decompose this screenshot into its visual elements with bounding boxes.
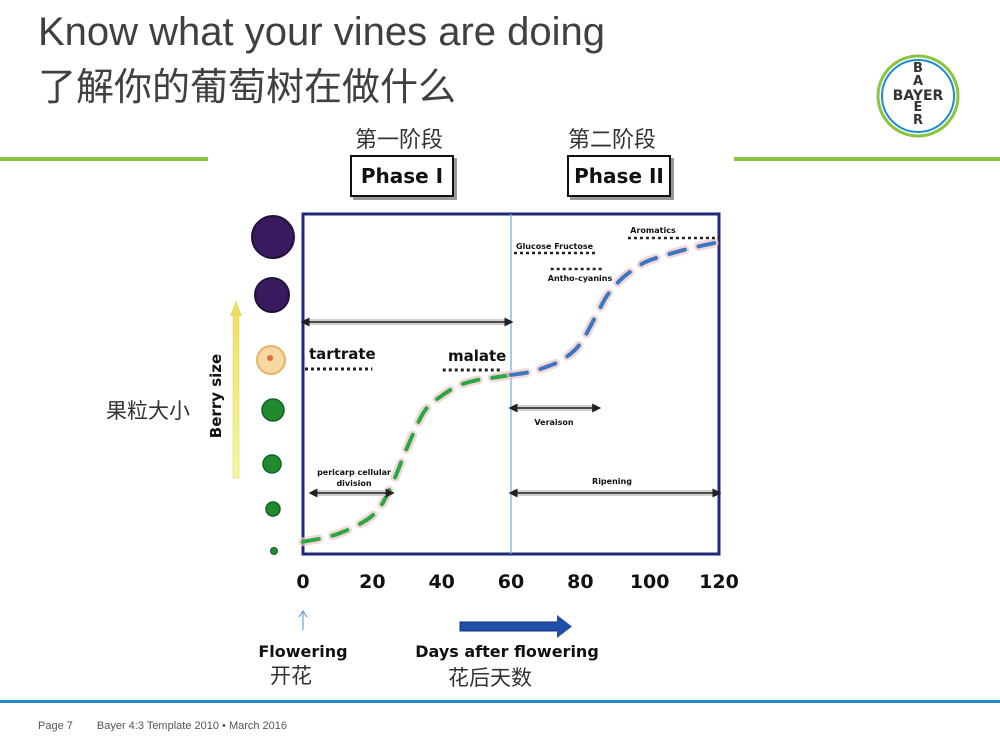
phase-2-box: Phase II [567, 155, 671, 197]
berry-green-medium [262, 454, 282, 474]
ripening-label: Ripening [592, 477, 632, 486]
phase-2-label: Phase II [574, 164, 664, 188]
anthocyanins-label: Antho-cyanins [548, 274, 613, 283]
pericarp-label-line1: pericarp cellular [317, 468, 391, 477]
flowering-label: Flowering [258, 642, 347, 661]
phase-1-label: Phase I [360, 164, 444, 188]
page-title-chinese: 了解你的葡萄树在做什么 [38, 65, 457, 109]
logo-letter-b: B [913, 61, 923, 76]
phase-1-growth-curve [301, 372, 513, 544]
accent-line-left [0, 157, 208, 161]
tartrate-label: tartrate [309, 345, 376, 363]
x-tick-label-120: 120 [699, 571, 739, 593]
logo-letter-r: R [913, 113, 923, 128]
x-axis-arrow-body [459, 621, 559, 632]
berry-green-large [261, 398, 285, 422]
x-tick-label-80: 80 [567, 571, 593, 593]
accent-line-right [734, 157, 1000, 161]
y-axis-label-chinese: 果粒大小 [106, 399, 190, 423]
glucose-fructose-label: Glucose Fructose [516, 242, 594, 251]
page-title: Know what your vines are doing [38, 10, 605, 54]
berry-green-tiny [270, 547, 278, 555]
malate-label: malate [448, 347, 506, 365]
x-tick-label-40: 40 [428, 571, 454, 593]
logo-word: BAYER [893, 88, 944, 104]
x-axis-arrow-head [557, 615, 572, 638]
aromatics-label: Aromatics [630, 226, 676, 235]
phase-1-chinese: 第一阶段 [355, 128, 444, 153]
page-number: Page 7 [38, 720, 73, 732]
berry-size-arrowhead [230, 300, 242, 316]
bayer-logo: B A E R BAYER [876, 54, 960, 138]
logo-letter-e: E [914, 100, 923, 115]
x-tick-label-20: 20 [359, 571, 385, 593]
x-tick-label-0: 0 [296, 571, 309, 593]
x-tick-label-60: 60 [498, 571, 524, 593]
chart-annotations: tartrate malate Aromatics Glucose Fructose A… [300, 226, 722, 498]
berry-size-bar [232, 311, 240, 479]
berry-ripe-large [251, 215, 295, 259]
footer: Page 7 Bayer 4:3 Template 2010 • March 20… [38, 720, 311, 732]
footer-template: Bayer 4:3 Template 2010 • March 2016 [96, 720, 288, 732]
veraison-label: Veraison [534, 418, 574, 427]
flowering-label-chinese: 开花 [270, 664, 312, 688]
pericarp-label-line2: division [336, 479, 371, 488]
phase-1-box: Phase I [350, 155, 454, 197]
x-axis-label-chinese: 花后天数 [448, 666, 532, 690]
footer-divider [0, 700, 1000, 703]
x-axis-label: Days after flowering [415, 642, 599, 661]
logo-letter-a: A [913, 74, 923, 89]
berry-ripe [254, 277, 290, 313]
phase-2-chinese: 第二阶段 [568, 128, 657, 153]
flowering-arrow-head [298, 609, 308, 618]
berry-illustrations [251, 215, 295, 555]
berry-veraison-spot [267, 355, 273, 361]
y-axis-label: Berry size [207, 354, 225, 438]
berry-green-small [265, 501, 281, 517]
phase-2-growth-curve [509, 240, 721, 377]
x-tick-label-100: 100 [630, 571, 670, 593]
x-axis-ticks: 0 20 40 60 80 100 120 [296, 571, 738, 593]
